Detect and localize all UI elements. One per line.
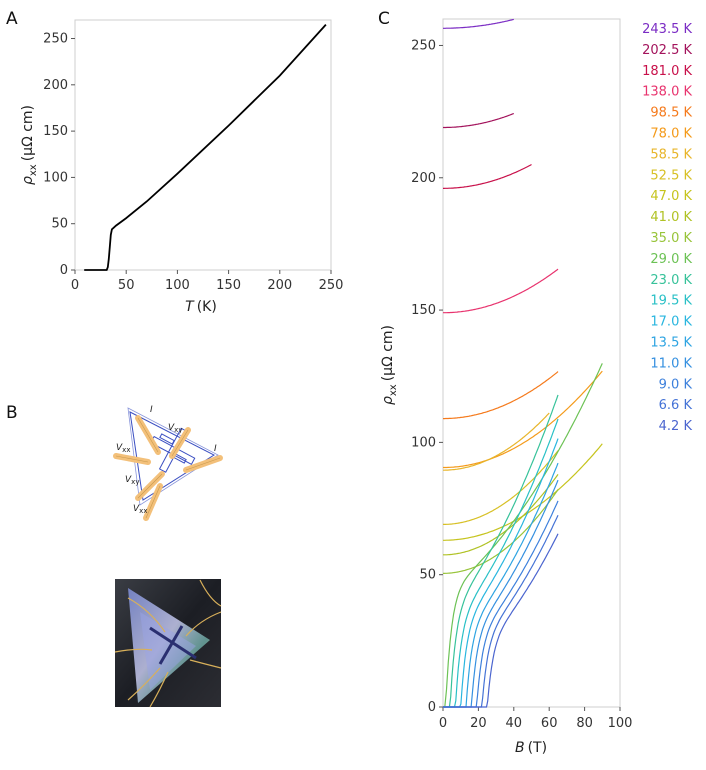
chart-c-series-line xyxy=(443,394,559,708)
chart-a-ytick-label: 150 xyxy=(43,124,68,139)
chart-c-xtick-label: 100 xyxy=(608,716,633,731)
chart-c-xtick-label: 0 xyxy=(439,716,447,731)
chart-c-series-line xyxy=(443,443,603,541)
chart-a-xtick-label: 150 xyxy=(216,278,241,293)
chart-c-legend-entry: 47.0 K xyxy=(650,189,692,204)
chart-c-series-line xyxy=(443,418,559,708)
chart-a-xtick-label: 200 xyxy=(267,278,292,293)
chart-c-series-line xyxy=(443,371,559,420)
chart-c-series-line xyxy=(443,18,514,29)
label-vxy-2: Vxy xyxy=(125,475,139,486)
chart-c-legend-entry: 41.0 K xyxy=(650,210,692,225)
chart-c-ytick-label: 100 xyxy=(411,435,436,450)
chart-a-resistivity-vs-temperature: 0 50 100 150 200 250 0 50 100 150 200 250 T (K) ρxx(… xyxy=(20,19,343,315)
chart-c-legend-entry: 35.0 K xyxy=(650,231,692,246)
chart-a-xtick-label: 50 xyxy=(118,278,135,293)
chart-c-series-line xyxy=(443,514,559,708)
chart-c-xtick-label: 20 xyxy=(470,716,487,731)
chart-a-ytick-label: 250 xyxy=(43,32,68,47)
chart-c-legend-entry: 4.2 K xyxy=(659,419,693,434)
chart-a-ticks: 0 50 100 150 200 250 0 50 100 150 200 250 xyxy=(43,32,343,293)
chart-c-series xyxy=(443,18,603,708)
chart-c-legend-entry: 58.5 K xyxy=(650,147,692,162)
chart-c-series-line xyxy=(443,438,559,708)
chart-a-xlabel: T (K) xyxy=(185,299,217,315)
chart-c-frame xyxy=(442,18,621,708)
chart-c-series-line xyxy=(443,412,550,471)
chart-c-legend-entry: 98.5 K xyxy=(650,106,692,121)
chart-c-legend-entry: 17.0 K xyxy=(650,315,692,330)
chart-c-legend-entry: 11.0 K xyxy=(650,356,692,371)
label-current-2: I xyxy=(214,444,217,454)
chart-c-ytick-label: 0 xyxy=(428,700,436,715)
chart-c-legend-entry: 23.0 K xyxy=(650,273,692,288)
chart-a-ytick-label: 50 xyxy=(51,217,68,232)
chart-c-series-line xyxy=(443,533,559,708)
chart-a-ytick-label: 100 xyxy=(43,170,68,185)
label-vxy-1: Vxy xyxy=(168,423,182,434)
chart-c-legend-entry: 13.5 K xyxy=(650,336,692,351)
chart-c-legend-entry: 19.5 K xyxy=(650,294,692,309)
chart-a-series-line xyxy=(84,23,327,271)
chart-c-xtick-label: 60 xyxy=(541,716,558,731)
chart-c-legend-entry: 243.5 K xyxy=(642,22,692,37)
chart-c-legend-entry: 52.5 K xyxy=(650,168,692,183)
chart-c-xtick-label: 80 xyxy=(576,716,593,731)
chart-a-xtick-label: 100 xyxy=(165,278,190,293)
chart-c-legend-entry: 6.6 K xyxy=(659,398,693,413)
panel-label-b: B xyxy=(6,403,18,423)
chart-c-legend-entry: 29.0 K xyxy=(650,252,692,267)
chart-c-legend: 243.5 K 202.5 K 181.0 K 138.0 K 98.5 K 78.0 K… xyxy=(642,22,692,434)
chart-c-series-line xyxy=(443,462,559,708)
label-vxx-2: Vxx xyxy=(133,504,147,515)
chart-c-legend-entry: 138.0 K xyxy=(642,85,692,100)
panel-label-c: C xyxy=(378,9,390,29)
label-current-1: I xyxy=(150,405,153,415)
chart-c-ticks: 0 20 40 60 80 100 0 50 100 150 200 250 xyxy=(411,38,632,731)
chart-c-legend-entry: 202.5 K xyxy=(642,43,692,58)
chart-c-series-line xyxy=(443,450,559,525)
chart-c-series-line xyxy=(443,163,532,189)
chart-c-xlabel: B (T) xyxy=(515,740,547,756)
chart-c-legend-entry: 78.0 K xyxy=(650,127,692,142)
chart-c-ytick-label: 150 xyxy=(411,303,436,318)
chart-a-series xyxy=(84,23,327,271)
photo-hall-bar xyxy=(149,625,197,665)
chart-a-ylabel: ρxx(μΩ cm) xyxy=(20,105,39,185)
chart-c-legend-entry: 181.0 K xyxy=(642,64,692,79)
device-schematic: I I Vxx Vxy Vxy Vxx xyxy=(113,405,223,521)
chart-a-xtick-label: 0 xyxy=(71,278,79,293)
chart-c-ylabel: ρxx(μΩ cm) xyxy=(380,325,399,405)
sample-outline xyxy=(129,411,216,501)
chart-c-series-line xyxy=(443,370,603,469)
chart-c-xtick-label: 40 xyxy=(506,716,523,731)
label-vxx-1: Vxx xyxy=(116,443,130,454)
chart-a-frame xyxy=(74,19,332,271)
chart-c-ytick-label: 250 xyxy=(411,38,436,53)
chart-c-series-line xyxy=(443,479,559,708)
chart-a-ytick-label: 0 xyxy=(60,263,68,278)
panel-label-a: A xyxy=(6,9,18,29)
chart-c-ytick-label: 200 xyxy=(411,171,436,186)
chart-c-magnetoresistance: 0 20 40 60 80 100 0 50 100 150 200 250 B (T) ρxx(μΩ … xyxy=(380,18,692,756)
chart-a-xtick-label: 250 xyxy=(319,278,344,293)
chart-c-series-line xyxy=(443,474,559,556)
chart-c-ytick-label: 50 xyxy=(419,568,436,583)
chart-c-series-line xyxy=(443,112,515,129)
lead-edges xyxy=(115,417,221,519)
chart-a-ytick-label: 200 xyxy=(43,78,68,93)
photo-wires xyxy=(114,579,222,708)
chart-c-series-line xyxy=(443,268,559,314)
chart-c-series-line xyxy=(443,363,603,708)
device-photo xyxy=(114,579,222,708)
chart-c-legend-entry: 9.0 K xyxy=(659,377,693,392)
